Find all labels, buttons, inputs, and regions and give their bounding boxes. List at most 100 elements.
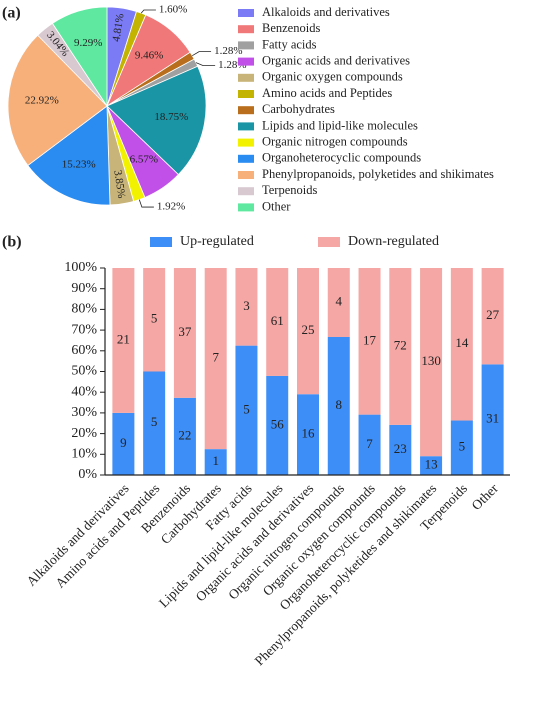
legend-label: Terpenoids bbox=[262, 183, 317, 197]
bar-segment bbox=[327, 268, 350, 337]
bar-segment bbox=[112, 412, 135, 475]
legend-label: Fatty acids bbox=[262, 37, 317, 51]
x-tick-label: Other bbox=[469, 480, 502, 513]
legend-swatch bbox=[238, 154, 254, 163]
bar-segment bbox=[389, 268, 412, 425]
y-tick-label: 100% bbox=[64, 260, 97, 275]
legend-swatch bbox=[238, 122, 254, 131]
slice-label: 1.92% bbox=[157, 201, 185, 213]
legend-label: Alkaloids and derivatives bbox=[262, 5, 390, 19]
y-tick-label: 30% bbox=[71, 405, 97, 420]
legend-swatch bbox=[150, 237, 172, 247]
y-tick-label: 50% bbox=[71, 364, 97, 379]
leader-line bbox=[195, 62, 216, 67]
leader-line bbox=[192, 51, 212, 57]
bar-label: 8 bbox=[336, 397, 343, 412]
bar-label: 72 bbox=[394, 337, 407, 352]
bar-label: 16 bbox=[302, 426, 316, 441]
y-tick-label: 60% bbox=[71, 343, 97, 358]
legend-label: Amino acids and Peptides bbox=[262, 86, 392, 100]
bar-label: 56 bbox=[271, 416, 285, 431]
slice-label: 3.85% bbox=[111, 169, 127, 199]
legend-swatch bbox=[238, 106, 254, 115]
slice-label: 1.60% bbox=[159, 4, 187, 16]
bar-segment bbox=[235, 268, 258, 346]
bar-label: 25 bbox=[302, 322, 315, 337]
bar-segment bbox=[143, 268, 166, 372]
slice-label: 22.92% bbox=[25, 95, 59, 107]
bar-segment bbox=[450, 420, 473, 475]
bar-segment bbox=[266, 268, 289, 376]
panel-label: (a) bbox=[2, 5, 21, 22]
bar-label: 5 bbox=[151, 414, 158, 429]
y-tick-label: 80% bbox=[71, 302, 97, 317]
bar-label: 22 bbox=[178, 427, 191, 442]
legend-swatch bbox=[318, 237, 340, 247]
leader-line bbox=[138, 199, 154, 208]
bar-segment bbox=[450, 268, 473, 421]
bar-segment bbox=[112, 268, 135, 413]
legend-swatch bbox=[238, 9, 254, 17]
legend-label: Organic oxygen compounds bbox=[262, 70, 403, 84]
y-tick-label: 0% bbox=[78, 467, 97, 482]
legend-swatch bbox=[238, 41, 254, 50]
pie-slice bbox=[7, 34, 108, 167]
slice-label: 9.29% bbox=[74, 37, 102, 49]
bar-segment bbox=[481, 268, 504, 365]
bar-segment bbox=[235, 345, 258, 475]
bar-label: 1 bbox=[212, 453, 219, 468]
bar-segment bbox=[358, 268, 381, 415]
slice-label: 15.23% bbox=[62, 158, 96, 170]
pie-slice bbox=[27, 105, 111, 206]
bar-label: 5 bbox=[243, 401, 250, 416]
bar-segment bbox=[481, 364, 504, 475]
bar-segment bbox=[204, 449, 227, 475]
bar-label: 3 bbox=[243, 298, 250, 313]
slice-label: 6.57% bbox=[130, 153, 158, 165]
bar-segment bbox=[420, 268, 443, 457]
y-tick-label: 90% bbox=[71, 281, 97, 296]
panel-label: (b) bbox=[2, 234, 22, 251]
bar-label: 23 bbox=[394, 441, 407, 456]
bar-segment bbox=[297, 394, 319, 475]
bar-label: 9 bbox=[120, 435, 127, 450]
slice-label: 4.81% bbox=[110, 13, 126, 43]
bar-label: 7 bbox=[366, 436, 373, 451]
bar-label: 5 bbox=[459, 439, 466, 454]
legend-swatch bbox=[238, 203, 254, 212]
legend-swatch bbox=[238, 187, 254, 196]
bar-segment bbox=[143, 371, 166, 475]
bar-segment bbox=[420, 456, 443, 475]
bar-label: 61 bbox=[271, 313, 284, 328]
bar-label: 13 bbox=[425, 457, 438, 472]
bar-segment bbox=[173, 397, 196, 475]
leader-line bbox=[140, 9, 156, 14]
legend-label: Benzenoids bbox=[262, 21, 320, 35]
pie-slice bbox=[106, 65, 207, 176]
legend-swatch bbox=[238, 73, 254, 82]
bar-segment bbox=[204, 268, 227, 450]
legend-label: Carbohydrates bbox=[262, 102, 335, 116]
legend-swatch bbox=[238, 57, 254, 66]
bar-label: 37 bbox=[178, 324, 192, 339]
bar-segment bbox=[327, 337, 350, 475]
y-tick-label: 70% bbox=[71, 322, 97, 337]
bar-segment bbox=[297, 268, 319, 395]
legend-label: Up-regulated bbox=[180, 234, 254, 249]
legend-label: Down-regulated bbox=[348, 234, 439, 249]
slice-label: 18.75% bbox=[154, 111, 188, 123]
slice-label: 1.28% bbox=[214, 45, 242, 57]
legend-label: Phenylpropanoids, polyketides and shikim… bbox=[262, 167, 494, 181]
legend-label: Lipids and lipid-like molecules bbox=[262, 118, 418, 132]
bar-label: 7 bbox=[212, 350, 219, 365]
legend-swatch bbox=[238, 171, 254, 179]
legend-label: Organic nitrogen compounds bbox=[262, 134, 408, 148]
slice-label: 9.46% bbox=[135, 50, 163, 62]
y-tick-label: 20% bbox=[71, 426, 97, 441]
legend-swatch bbox=[238, 25, 254, 34]
bar-label: 31 bbox=[486, 411, 499, 426]
bar-label: 17 bbox=[363, 332, 377, 347]
legend-label: Organoheterocyclic compounds bbox=[262, 151, 421, 165]
legend-swatch bbox=[238, 90, 254, 98]
